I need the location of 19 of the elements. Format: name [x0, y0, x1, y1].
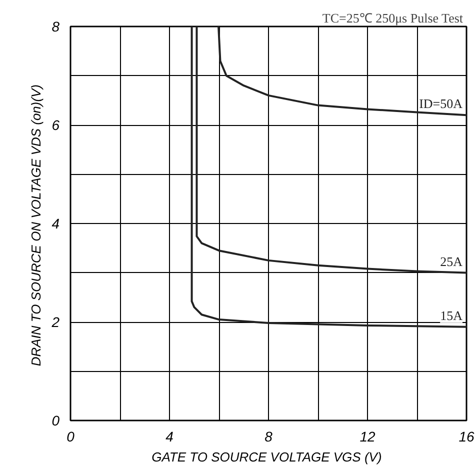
text: TC=25℃ 250μs Pulse Test	[322, 10, 464, 26]
y-tick-label: 6	[52, 117, 60, 133]
x-tick-label: 4	[166, 428, 174, 444]
line-series	[190, 26, 466, 328]
y-tick-label: 0	[52, 412, 60, 428]
y-axis-title: DRAIN TO SOURCE ON VOLTAGE VDS (on)(V)	[28, 84, 44, 366]
series-label: 25A	[440, 254, 464, 269]
series-label: 15A	[440, 308, 464, 323]
x-tick-label: 16	[458, 428, 474, 444]
x-tick-label: 0	[66, 428, 75, 444]
line-series	[196, 26, 466, 274]
x-tick-label: 8	[264, 428, 273, 444]
series-label: ID=50A	[419, 96, 464, 112]
y-tick-label: 8	[52, 18, 60, 34]
y-tick-label: 2	[50, 314, 60, 330]
line-series	[218, 26, 466, 116]
x-axis-title: GATE TO SOURCE VOLTAGE VGS (V)	[152, 450, 382, 464]
x-tick-label: 12	[360, 428, 376, 444]
y-tick-label: 4	[52, 216, 60, 232]
